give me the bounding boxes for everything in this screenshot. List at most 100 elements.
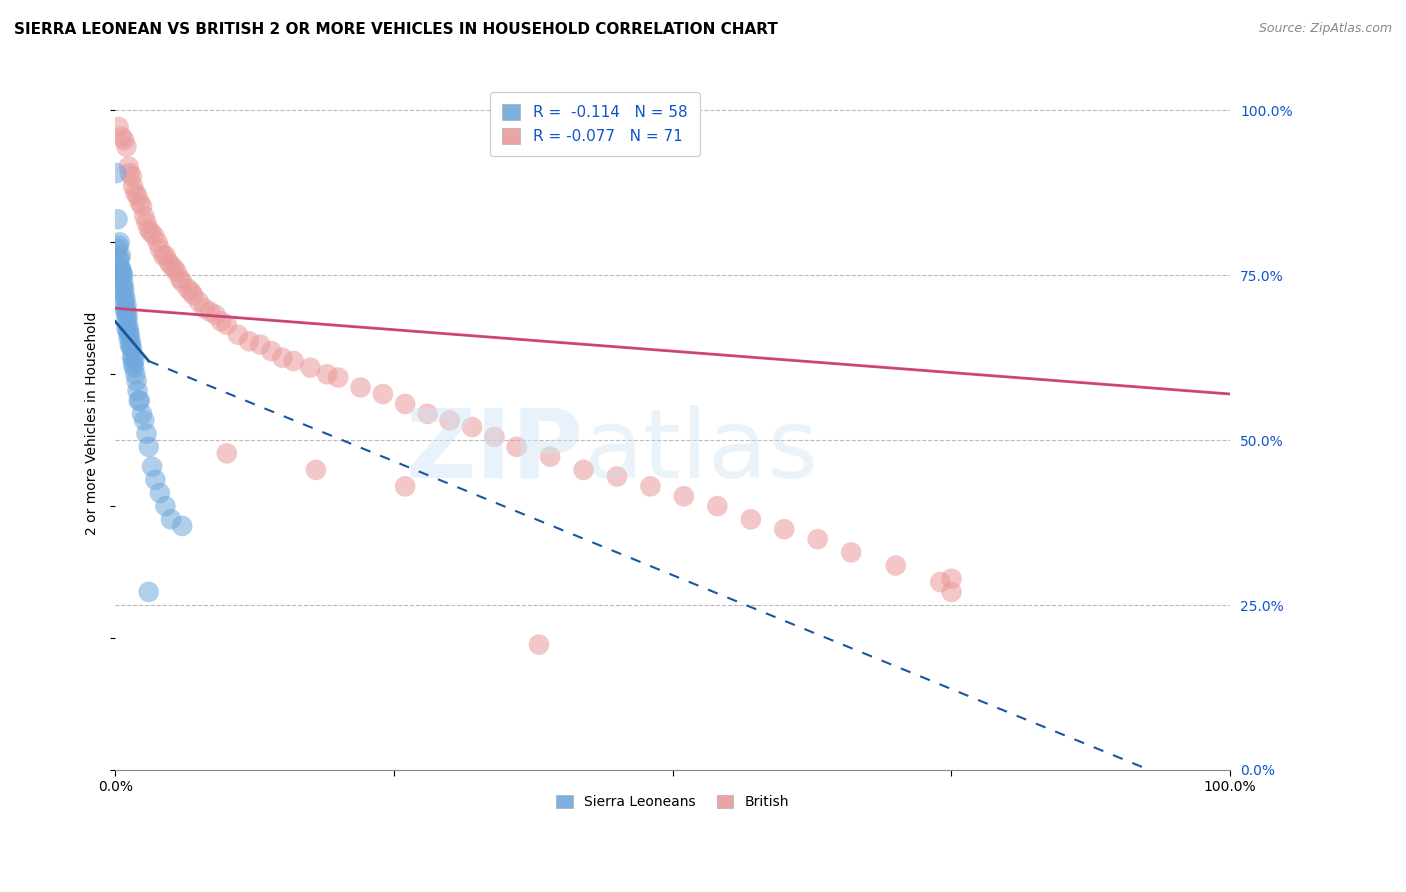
Point (107, 212, 129, 227)
Point (181, 288, 204, 302)
Point (152, 248, 174, 262)
Point (118, 327, 141, 342)
Point (672, 489, 695, 503)
Point (138, 440, 160, 454)
Point (155, 499, 177, 513)
Point (107, 238, 129, 252)
Point (260, 344, 283, 359)
Point (127, 189, 149, 203)
Point (172, 519, 194, 533)
Point (177, 281, 200, 295)
Point (149, 486, 172, 500)
Point (118, 331, 141, 345)
Point (572, 463, 595, 477)
Point (215, 318, 238, 332)
Point (117, 308, 139, 322)
Point (122, 179, 145, 194)
Point (118, 160, 141, 174)
Point (146, 235, 169, 250)
Point (371, 387, 394, 401)
Point (118, 321, 141, 335)
Point (328, 370, 350, 384)
Point (128, 393, 150, 408)
Point (884, 558, 907, 573)
Point (115, 304, 138, 318)
Point (115, 298, 138, 312)
Point (929, 574, 952, 589)
Point (299, 360, 322, 375)
Point (941, 572, 963, 586)
Point (209, 314, 232, 328)
Point (155, 248, 177, 262)
Point (131, 199, 153, 213)
Point (110, 248, 132, 262)
Point (226, 327, 249, 342)
Text: SIERRA LEONEAN VS BRITISH 2 OR MORE VEHICLES IN HOUSEHOLD CORRELATION CHART: SIERRA LEONEAN VS BRITISH 2 OR MORE VEHI… (14, 22, 778, 37)
Y-axis label: 2 or more Vehicles in Household: 2 or more Vehicles in Household (86, 312, 100, 535)
Point (238, 334, 260, 349)
Point (349, 380, 371, 394)
Point (149, 242, 172, 256)
Point (157, 255, 180, 269)
Point (166, 265, 188, 279)
Point (135, 426, 157, 441)
Point (198, 304, 221, 318)
Point (118, 324, 141, 338)
Point (271, 351, 294, 365)
Point (114, 304, 136, 318)
Point (461, 420, 484, 434)
Point (163, 261, 186, 276)
Point (807, 532, 830, 546)
Point (120, 341, 142, 355)
Point (105, 166, 128, 180)
Point (187, 294, 209, 309)
Point (169, 271, 191, 285)
Point (538, 450, 561, 464)
Point (121, 351, 143, 365)
Point (108, 252, 131, 266)
Point (115, 311, 138, 326)
Point (141, 459, 163, 474)
Point (110, 261, 132, 276)
Point (394, 479, 416, 493)
Point (118, 166, 141, 180)
Point (108, 235, 131, 250)
Point (305, 463, 328, 477)
Point (107, 252, 129, 266)
Point (160, 512, 183, 526)
Point (118, 337, 141, 351)
Point (131, 407, 153, 421)
Point (249, 337, 271, 351)
Point (484, 430, 506, 444)
Point (138, 585, 160, 599)
Point (706, 499, 728, 513)
Point (122, 360, 145, 375)
Point (127, 384, 149, 398)
Point (215, 446, 238, 460)
Point (112, 281, 135, 295)
Point (505, 440, 527, 454)
Point (122, 357, 145, 371)
Point (112, 281, 135, 295)
Point (941, 585, 963, 599)
Point (112, 133, 135, 147)
Point (143, 228, 166, 243)
Text: ZIP: ZIP (406, 405, 583, 498)
Point (114, 301, 136, 316)
Point (128, 393, 150, 408)
Point (122, 354, 145, 368)
Point (111, 268, 134, 283)
Point (394, 397, 416, 411)
Point (107, 242, 129, 256)
Point (114, 292, 136, 306)
Point (115, 139, 138, 153)
Point (773, 522, 796, 536)
Point (439, 413, 461, 427)
Point (107, 120, 129, 134)
Point (115, 321, 138, 335)
Point (172, 275, 194, 289)
Text: atlas: atlas (583, 405, 818, 498)
Point (110, 261, 132, 276)
Point (124, 368, 146, 382)
Point (134, 209, 156, 223)
